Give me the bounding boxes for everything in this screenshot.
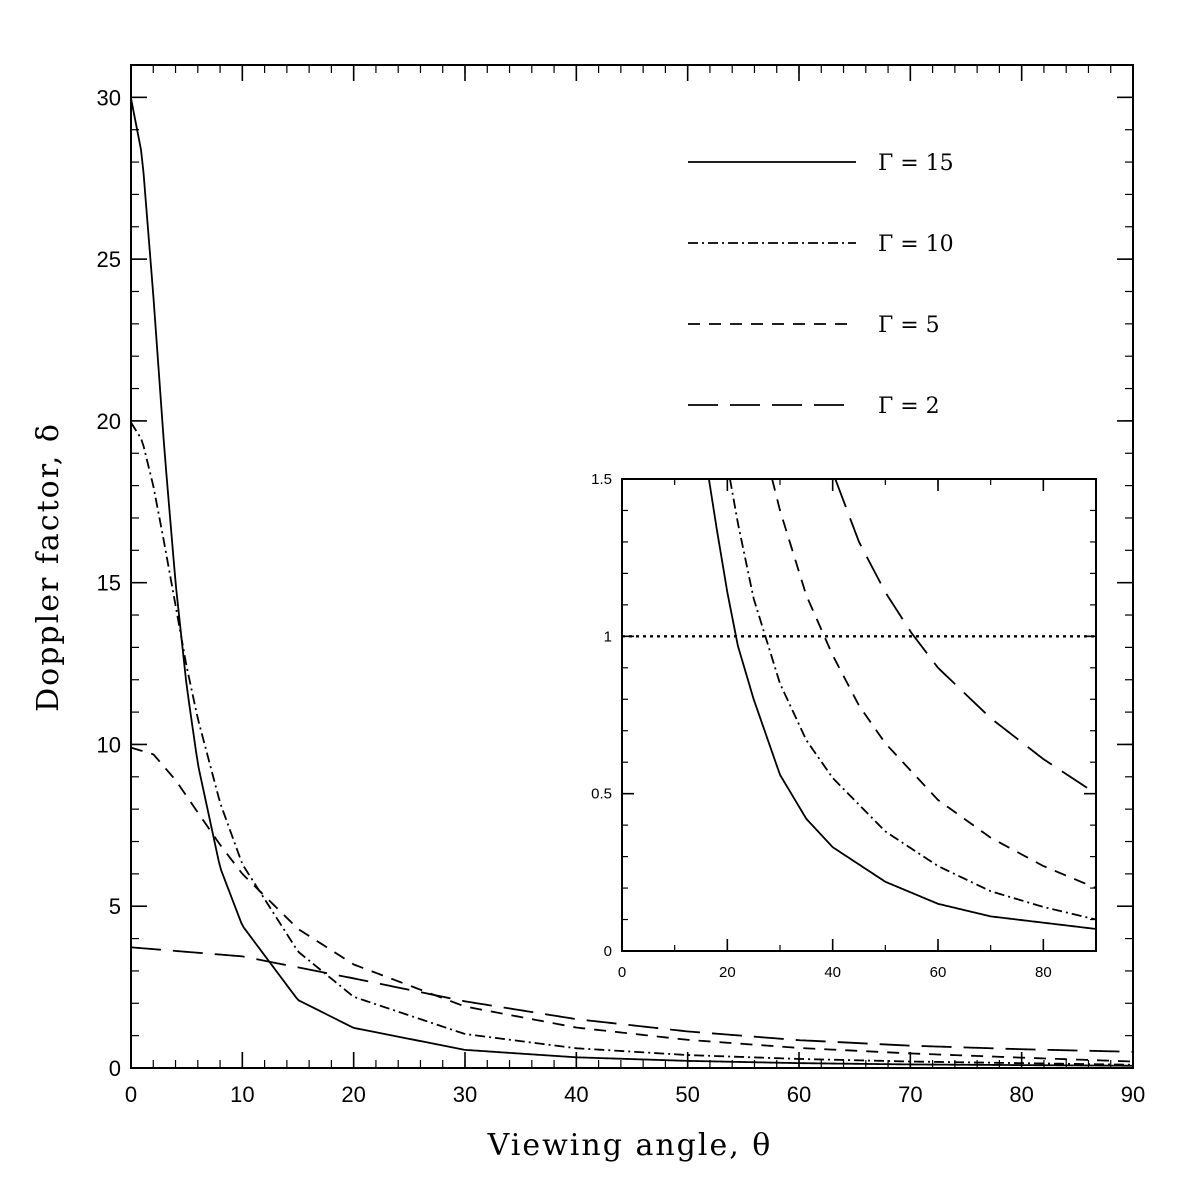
x-tick-label: 30: [453, 1082, 477, 1107]
y-tick-label: 30: [97, 85, 121, 110]
x-tick-label: 0: [618, 964, 626, 981]
series-line-gamma-2: [834, 479, 1096, 795]
y-axis-label: Doppler factor, δ: [31, 422, 66, 712]
series-line-gamma-5: [771, 479, 1096, 889]
series-line-gamma-15: [708, 479, 1096, 930]
y-tick-label: 1: [604, 628, 612, 645]
x-tick-label: 80: [1009, 1082, 1033, 1107]
y-tick-label: 25: [97, 247, 121, 272]
y-tick-label: 0: [604, 943, 612, 960]
x-tick-label: 50: [675, 1082, 699, 1107]
inset-frame: [621, 478, 1097, 952]
legend-label-gamma-5: Γ = 5: [878, 313, 940, 338]
x-tick-label: 20: [719, 964, 736, 981]
x-tick-label: 70: [898, 1082, 922, 1107]
series-line-gamma-10: [729, 479, 1096, 921]
x-tick-label: 0: [125, 1082, 137, 1107]
legend-label-gamma-10: Γ = 10: [878, 232, 954, 257]
y-tick-label: 15: [97, 571, 121, 596]
inset-plot: 0 20 40 60 80 0 0.5 1 1.5: [591, 471, 1097, 981]
legend: Γ = 15 Γ = 10 Γ = 5 Γ = 2: [688, 151, 954, 419]
x-tick-label: 60: [787, 1082, 811, 1107]
y-tick-label: 1.5: [591, 471, 612, 488]
legend-label-gamma-2: Γ = 2: [878, 394, 940, 419]
y-tick-label: 0.5: [591, 786, 612, 803]
y-tick-label: 20: [97, 409, 121, 434]
x-tick-label: 90: [1121, 1082, 1145, 1107]
series-line-gamma-2: [131, 946, 1133, 1053]
y-tick-label: 10: [97, 732, 121, 757]
x-tick-label: 20: [341, 1082, 365, 1107]
x-tick-label: 60: [930, 964, 947, 981]
x-tick-label: 10: [230, 1082, 254, 1107]
legend-label-gamma-15: Γ = 15: [878, 151, 954, 176]
series-line-gamma-15: [131, 98, 1133, 1067]
x-axis-label: Viewing angle, θ: [487, 1128, 773, 1163]
y-tick-label: 5: [109, 894, 121, 919]
series-line-gamma-10: [131, 422, 1133, 1066]
x-tick-label: 80: [1035, 964, 1052, 981]
x-tick-label: 40: [564, 1082, 588, 1107]
y-tick-label: 0: [109, 1056, 121, 1081]
x-tick-label: 40: [824, 964, 841, 981]
